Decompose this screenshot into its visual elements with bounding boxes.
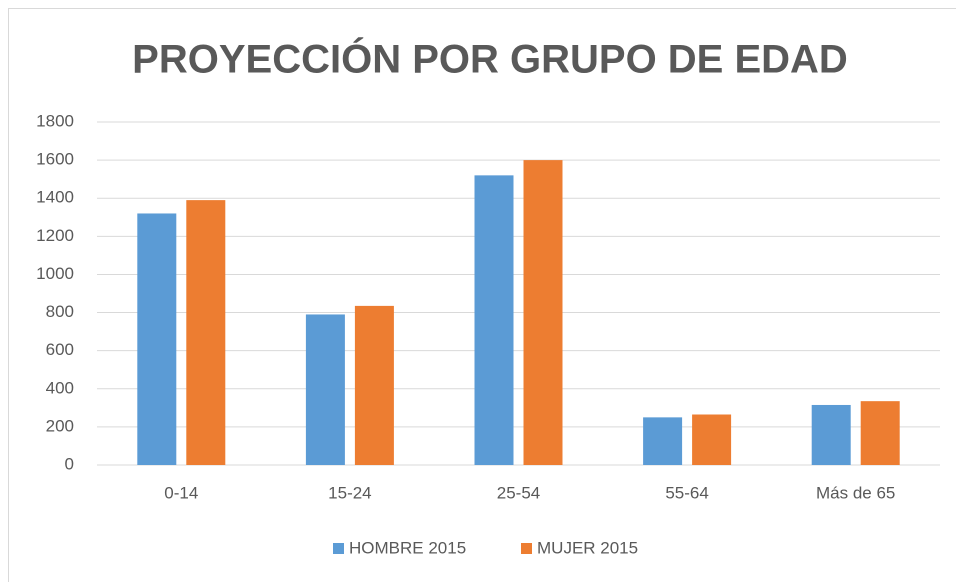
legend-swatch (333, 543, 344, 554)
y-tick-label: 800 (46, 302, 74, 321)
bar (305, 314, 345, 465)
x-tick-label: 25-54 (497, 483, 540, 502)
bar (474, 175, 514, 465)
bar (523, 160, 563, 465)
bar (811, 404, 851, 465)
x-tick-label: 15-24 (328, 483, 371, 502)
y-tick-label: 1400 (36, 188, 74, 207)
y-tick-label: 1600 (36, 150, 74, 169)
y-tick-label: 1800 (36, 111, 74, 130)
y-tick-label: 400 (46, 378, 74, 397)
y-tick-label: 1000 (36, 264, 74, 283)
chart-title: PROYECCIÓN POR GRUPO DE EDAD (132, 36, 848, 82)
x-tick-label: 0-14 (164, 483, 198, 502)
x-tick-label: 55-64 (665, 483, 708, 502)
x-tick-label: Más de 65 (816, 483, 895, 502)
bar (860, 401, 900, 465)
bar (692, 414, 732, 465)
y-tick-label: 600 (46, 340, 74, 359)
bar (186, 200, 226, 465)
legend-swatch (521, 543, 532, 554)
legend-label: MUJER 2015 (537, 538, 638, 557)
bar (137, 213, 177, 465)
bar (643, 417, 683, 465)
y-tick-label: 200 (46, 416, 74, 435)
bar (354, 305, 394, 465)
y-tick-label: 0 (65, 454, 74, 473)
legend-label: HOMBRE 2015 (349, 538, 466, 557)
y-tick-label: 1200 (36, 226, 74, 245)
